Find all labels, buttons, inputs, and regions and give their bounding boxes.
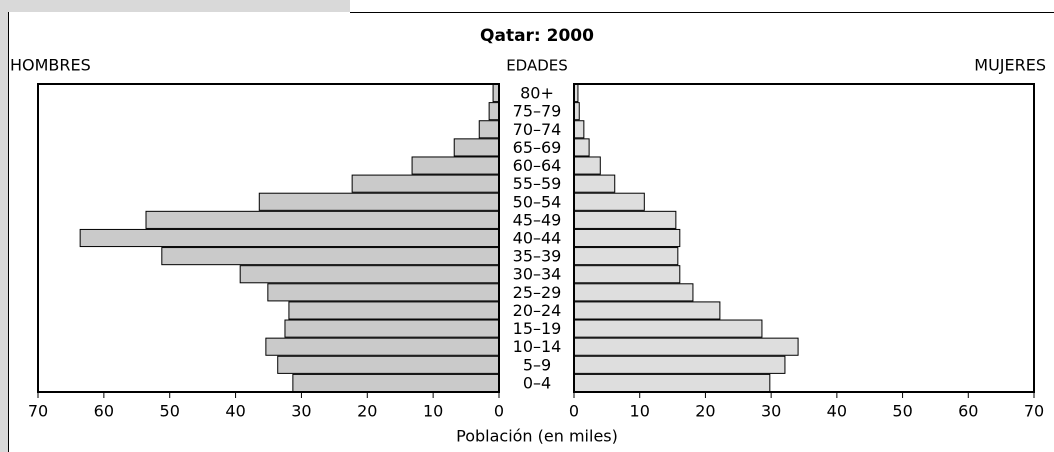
bar — [573, 373, 771, 393]
category-label: 65–69 — [513, 138, 562, 157]
bar — [573, 174, 616, 193]
x-tick-label: 30 — [291, 402, 311, 421]
plot-frame — [573, 83, 1035, 393]
bar — [573, 337, 799, 356]
bar — [573, 156, 601, 175]
x-tick-label: 10 — [423, 402, 443, 421]
category-label: 45–49 — [513, 210, 562, 229]
x-tick-label: 0 — [494, 402, 504, 421]
x-tick-label: 40 — [225, 402, 245, 421]
plot-frame — [37, 83, 500, 393]
bar — [573, 319, 763, 338]
category-axis-label: EDADES — [506, 57, 568, 75]
x-tick-label: 40 — [827, 402, 847, 421]
category-label: 50–54 — [513, 192, 562, 211]
category-label: 75–79 — [513, 102, 562, 121]
bar — [573, 192, 645, 211]
bar — [288, 301, 500, 320]
chart-title: Qatar: 2000 — [480, 26, 594, 46]
category-label: 35–39 — [513, 247, 562, 266]
bar — [573, 120, 585, 139]
category-label: 70–74 — [513, 120, 562, 139]
bar — [277, 355, 500, 374]
bar — [573, 355, 786, 374]
bar — [79, 228, 500, 248]
bar — [573, 138, 590, 157]
category-label: 55–59 — [513, 174, 562, 193]
category-label: 10–14 — [513, 337, 562, 356]
category-label: 30–34 — [513, 265, 562, 284]
x-tick-label: 30 — [761, 402, 781, 421]
bar — [265, 337, 500, 356]
x-tick-label: 50 — [892, 402, 912, 421]
legend-label: HOMBRES — [10, 56, 91, 75]
bar — [292, 373, 500, 393]
bar — [267, 283, 500, 302]
bar — [573, 210, 677, 229]
category-label: 0–4 — [523, 373, 551, 392]
category-label: 60–64 — [513, 156, 562, 175]
category-label: 5–9 — [523, 355, 551, 374]
x-tick-label: 50 — [160, 402, 180, 421]
x-tick-label: 20 — [695, 402, 715, 421]
x-tick-label: 0 — [569, 402, 579, 421]
bar — [258, 192, 500, 211]
bar — [573, 265, 681, 284]
x-tick-label: 60 — [958, 402, 978, 421]
legend-label: MUJERES — [974, 56, 1046, 75]
x-tick-label: 10 — [630, 402, 650, 421]
bar — [351, 174, 500, 193]
page-side-strip — [0, 12, 8, 452]
bar — [573, 228, 681, 248]
x-tick-label: 20 — [357, 402, 377, 421]
bar — [284, 319, 500, 338]
category-label: 25–29 — [513, 283, 562, 302]
bar — [478, 120, 500, 139]
x-tick-label: 70 — [28, 402, 48, 421]
page-header-strip — [0, 0, 350, 12]
bar — [453, 138, 500, 157]
bar — [145, 210, 500, 229]
bar — [573, 283, 694, 302]
x-tick-label: 60 — [94, 402, 114, 421]
bar — [573, 247, 679, 266]
x-tick-label: 70 — [1024, 402, 1044, 421]
category-label: 80+ — [520, 84, 554, 103]
bar — [161, 247, 500, 266]
x-axis-label: Población (en miles) — [456, 427, 618, 446]
category-label: 15–19 — [513, 319, 562, 338]
bar — [488, 102, 500, 121]
bar — [239, 265, 500, 284]
bar — [411, 156, 500, 175]
category-label: 40–44 — [513, 229, 562, 248]
bar — [573, 301, 721, 320]
category-label: 20–24 — [513, 301, 562, 320]
